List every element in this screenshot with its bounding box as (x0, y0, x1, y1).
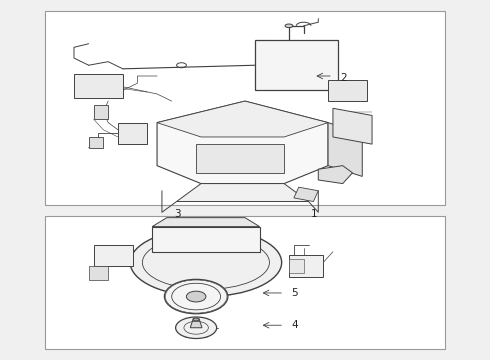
Text: 5: 5 (292, 288, 298, 298)
Text: 2: 2 (340, 73, 347, 83)
Ellipse shape (186, 291, 206, 302)
Text: 4: 4 (292, 320, 298, 330)
Polygon shape (328, 123, 362, 176)
Polygon shape (190, 319, 202, 328)
Polygon shape (94, 244, 133, 266)
Text: 1: 1 (311, 209, 318, 219)
Bar (289, 255, 323, 277)
Polygon shape (294, 187, 318, 202)
Ellipse shape (130, 228, 282, 297)
Bar (196, 144, 284, 173)
Bar (45, 216, 445, 348)
Ellipse shape (164, 279, 228, 314)
Polygon shape (152, 226, 260, 252)
Bar (45, 12, 445, 205)
Polygon shape (176, 184, 309, 202)
Ellipse shape (175, 317, 217, 338)
Polygon shape (94, 105, 108, 119)
Polygon shape (333, 108, 372, 144)
Text: 3: 3 (174, 209, 181, 219)
Ellipse shape (285, 24, 293, 28)
Ellipse shape (193, 318, 199, 321)
Polygon shape (89, 266, 108, 280)
Polygon shape (289, 259, 304, 273)
Polygon shape (89, 137, 103, 148)
Polygon shape (118, 123, 147, 144)
Polygon shape (157, 101, 328, 137)
Polygon shape (318, 166, 352, 184)
Polygon shape (152, 218, 260, 226)
Bar (74, 74, 123, 98)
Polygon shape (157, 101, 328, 184)
Polygon shape (328, 80, 367, 101)
Bar (255, 40, 338, 90)
